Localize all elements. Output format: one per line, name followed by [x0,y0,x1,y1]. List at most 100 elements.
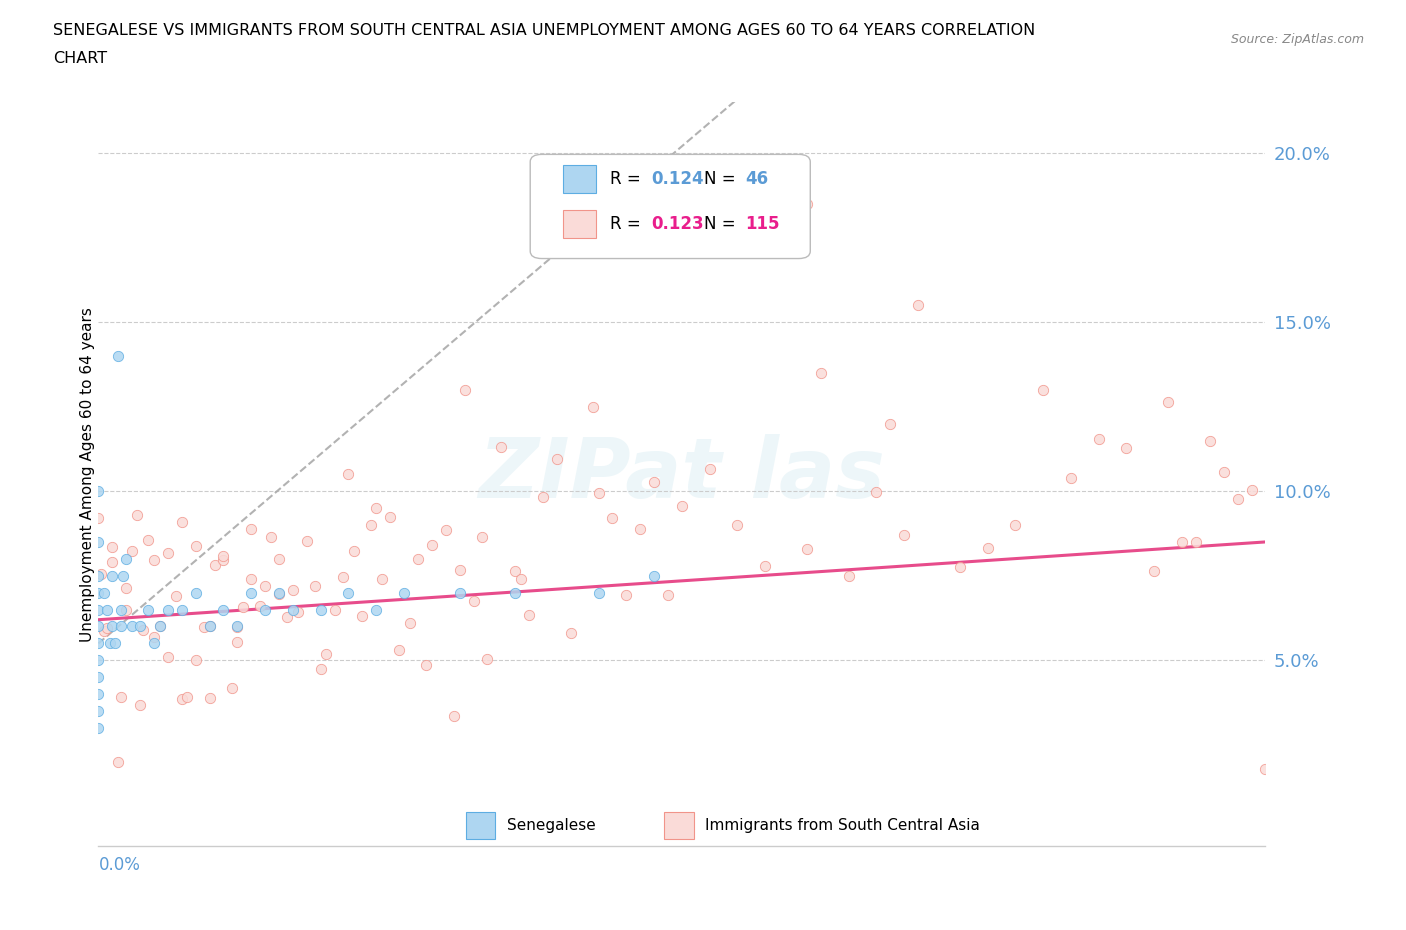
Point [226,634,249,649]
Text: 0.124: 0.124 [651,170,704,188]
Point [226,619,249,634]
Point [415,658,437,672]
Point [101,554,124,569]
Point [184,538,207,553]
Point [87,721,110,736]
Point [165,589,187,604]
Point [671,498,693,513]
Point [287,604,309,619]
Point [838,569,860,584]
Point [121,543,143,558]
Point [193,620,215,635]
Point [546,451,568,466]
Point [87,568,110,583]
Point [657,588,679,603]
Point [315,646,337,661]
Point [110,619,132,634]
Point [387,643,409,658]
Point [204,557,226,572]
Point [226,619,249,634]
Point [281,583,304,598]
Point [1143,564,1166,578]
Text: CHART: CHART [53,51,107,66]
Point [1254,761,1277,776]
FancyBboxPatch shape [562,165,596,193]
Point [249,598,271,613]
Point [212,549,235,564]
Point [115,580,138,595]
Point [121,619,143,634]
Point [337,467,360,482]
Point [93,624,115,639]
Point [1185,535,1208,550]
Point [170,602,193,617]
Point [628,522,651,537]
Point [87,511,110,525]
Point [87,653,110,668]
Point [449,585,471,600]
Point [1226,492,1249,507]
Point [198,618,221,633]
Point [304,578,326,593]
Point [454,382,477,397]
Point [1004,518,1026,533]
Point [198,619,221,634]
Point [420,538,443,552]
Point [343,543,366,558]
Point [101,568,124,583]
Point [240,585,263,600]
Point [295,534,318,549]
Point [1212,465,1234,480]
Text: R =: R = [610,215,645,232]
Point [198,690,221,705]
Point [212,602,235,617]
Point [143,630,166,644]
Point [392,585,415,600]
Point [337,585,360,600]
Point [156,602,179,617]
Point [87,535,110,550]
Point [138,533,160,548]
Point [148,619,170,634]
Y-axis label: Unemployment Among Ages 60 to 64 years: Unemployment Among Ages 60 to 64 years [80,307,94,642]
Text: 0.123: 0.123 [651,215,704,232]
Point [184,653,207,668]
Point [1115,441,1137,456]
Text: N =: N = [704,215,741,232]
Point [796,196,818,211]
FancyBboxPatch shape [465,812,495,839]
Point [87,704,110,719]
Point [156,649,179,664]
Point [582,399,605,414]
Point [309,602,332,617]
Point [129,698,152,712]
Point [1240,483,1263,498]
Point [96,602,118,617]
Text: N =: N = [704,170,741,188]
Point [127,508,149,523]
Point [87,670,110,684]
Point [976,540,998,555]
Point [449,563,471,578]
Point [323,603,346,618]
Point [132,623,155,638]
Point [865,485,887,499]
Point [110,690,132,705]
Point [509,572,531,587]
Point [170,691,193,706]
Point [170,515,193,530]
Point [110,602,132,617]
Point [87,636,110,651]
Point [406,551,429,566]
Point [98,636,121,651]
Point [588,585,610,600]
Point [503,564,526,578]
Point [87,619,110,634]
Point [115,603,138,618]
Point [254,578,277,593]
Point [281,602,304,617]
Point [87,585,110,600]
Point [148,619,170,634]
Point [240,522,263,537]
Point [643,568,665,583]
